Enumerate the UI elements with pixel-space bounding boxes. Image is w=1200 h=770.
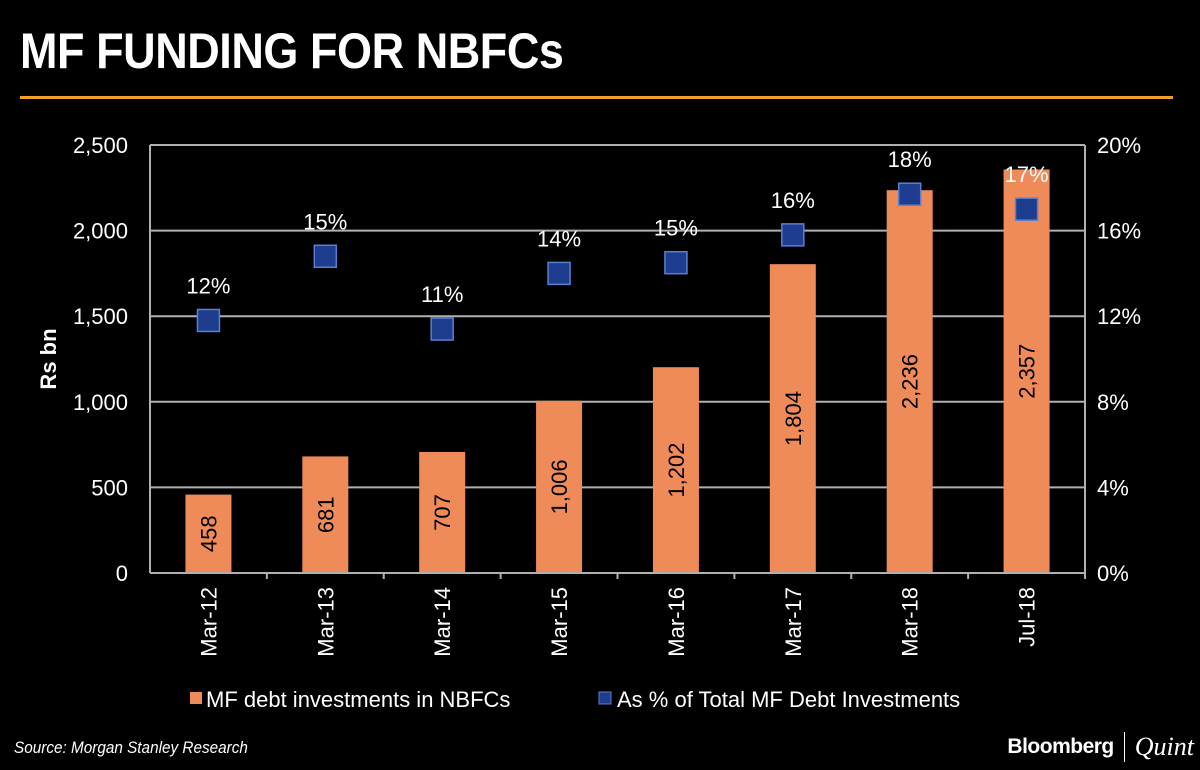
percent-marker [430, 317, 454, 341]
x-tick-label: Mar-12 [196, 587, 221, 657]
y2-tick-label: 0% [1097, 561, 1129, 586]
y-axis-title: Rs bn [36, 328, 61, 389]
bar [886, 190, 933, 574]
legend-bar-swatch [190, 692, 202, 704]
x-tick-label: Mar-13 [313, 587, 338, 657]
percent-marker [897, 182, 922, 206]
bar [185, 494, 232, 573]
y-tick-label: 2,500 [73, 133, 128, 158]
percent-marker [1014, 197, 1039, 221]
title-divider [20, 96, 1173, 99]
percent-label: 12% [186, 273, 230, 298]
y-tick-label: 2,000 [73, 219, 128, 244]
y2-tick-label: 16% [1097, 219, 1141, 244]
percent-marker [196, 308, 221, 333]
logo-brand: Bloomberg [1007, 735, 1114, 758]
bar [419, 451, 466, 573]
percent-marker [781, 223, 805, 247]
x-tick-label: Mar-14 [430, 587, 455, 657]
bar-value-label: 1,804 [781, 391, 806, 446]
y2-tick-label: 4% [1097, 475, 1129, 500]
logo-separator [1123, 732, 1125, 762]
bar-value-label: 2,357 [1015, 344, 1040, 399]
bar [302, 456, 349, 573]
percent-label: 17% [1005, 162, 1049, 187]
percent-marker [547, 261, 571, 286]
y2-tick-label: 8% [1097, 390, 1129, 415]
bar-value-label: 1,202 [664, 443, 689, 498]
legend-marker-swatch [598, 691, 612, 705]
logo-partner: Quint [1134, 732, 1194, 761]
y2-tick-label: 20% [1097, 133, 1141, 158]
y-tick-label: 1,000 [73, 390, 128, 415]
bar [1003, 169, 1050, 573]
bar [536, 400, 583, 573]
legend-marker-label: As % of Total MF Debt Investments [617, 687, 960, 712]
x-tick-label: Mar-15 [547, 587, 572, 657]
bar-value-label: 458 [196, 515, 221, 552]
percent-label: 15% [654, 216, 698, 241]
source-note: Source: Morgan Stanley Research [14, 738, 248, 757]
percent-label: 14% [537, 226, 581, 251]
bar-value-label: 1,006 [547, 459, 572, 514]
legend-bar-label: MF debt investments in NBFCs [206, 687, 510, 712]
page-title: MF FUNDING FOR NBFCs [20, 23, 564, 79]
bar-value-label: 707 [430, 494, 455, 531]
percent-label: 15% [303, 209, 347, 234]
y2-tick-label: 12% [1097, 304, 1141, 329]
percent-label: 18% [888, 147, 932, 172]
x-tick-label: Mar-17 [781, 587, 806, 657]
percent-marker [664, 250, 688, 275]
percent-label: 16% [771, 188, 815, 213]
x-tick-label: Jul-18 [1015, 587, 1040, 647]
bar [769, 264, 816, 573]
x-tick-label: Mar-18 [898, 587, 923, 657]
y-tick-label: 500 [91, 475, 128, 500]
y-tick-label: 1,500 [73, 304, 128, 329]
y-tick-label: 0 [116, 561, 128, 586]
bar [652, 367, 699, 573]
percent-marker [313, 244, 338, 269]
percent-label: 11% [421, 282, 463, 307]
bar-value-label: 681 [313, 496, 338, 533]
x-tick-label: Mar-16 [664, 587, 689, 657]
bar-value-label: 2,236 [898, 354, 923, 409]
logo: Bloomberg Quint [1007, 732, 1194, 762]
